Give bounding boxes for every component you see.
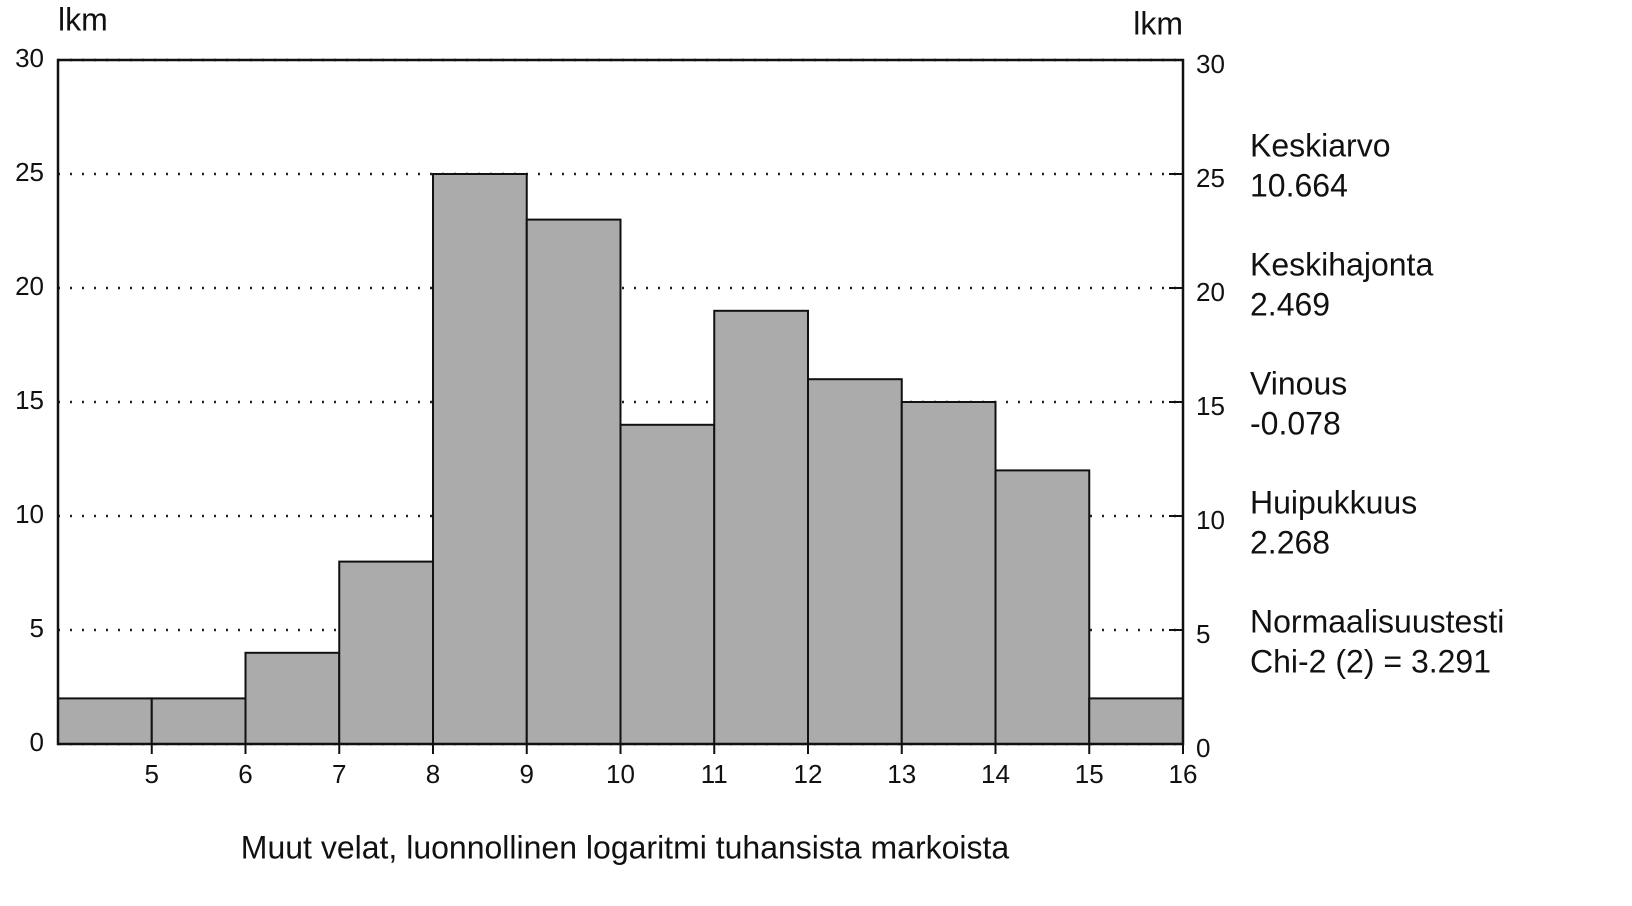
bar (1088, 697, 1184, 746)
y2-tick-label: 20 (1196, 277, 1225, 307)
x-tick-label: 12 (794, 759, 823, 789)
bar (244, 651, 341, 745)
x-tick-label: 6 (238, 759, 252, 789)
y2-tick-label: 5 (1196, 619, 1210, 649)
bar (619, 423, 716, 745)
x-tick-label: 5 (145, 759, 159, 789)
y-axis-label: lkm (58, 1, 108, 37)
y2-tick-label: 25 (1196, 163, 1225, 193)
y2-tick-label: 30 (1196, 49, 1225, 79)
x-tick-label: 7 (332, 759, 346, 789)
x-tick-label: 14 (981, 759, 1010, 789)
y-tick-label: 5 (30, 613, 44, 643)
y-tick-label: 25 (15, 157, 44, 187)
bar (525, 218, 622, 746)
annotation: 10.664 (1250, 167, 1348, 203)
annotation: Vinous (1250, 365, 1347, 401)
annotation: Normaalisuustesti (1250, 603, 1504, 639)
annotation: 2.469 (1250, 286, 1330, 322)
y-tick-label: 30 (15, 43, 44, 73)
y2-tick-label: 15 (1196, 391, 1225, 421)
bar (713, 309, 809, 745)
bar (994, 469, 1091, 745)
bar (432, 173, 528, 745)
annotation: Keskihajonta (1250, 246, 1433, 282)
x-tick-label: 11 (701, 759, 728, 789)
y-tick-label: 0 (30, 727, 44, 757)
y-tick-label: 15 (15, 385, 44, 415)
x-axis-label: Muut velat, luonnollinen logaritmi tuhan… (241, 829, 1010, 865)
x-tick-label: 16 (1169, 759, 1198, 789)
x-tick-label: 13 (887, 759, 916, 789)
x-tick-label: 9 (520, 759, 534, 789)
y-tick-label: 10 (15, 499, 44, 529)
y2-tick-label: 10 (1196, 505, 1225, 535)
annotation: Huipukkuus (1250, 484, 1417, 520)
bar (807, 378, 903, 745)
y2-tick-label: 0 (1196, 733, 1210, 763)
bar (338, 560, 434, 745)
x-tick-label: 15 (1075, 759, 1104, 789)
annotation: 2.268 (1250, 524, 1330, 560)
annotation: Chi-2 (2) = 3.291 (1250, 643, 1491, 679)
x-tick-label: 10 (606, 759, 635, 789)
bar (150, 697, 247, 746)
annotation: Keskiarvo (1250, 127, 1391, 163)
y-tick-label: 20 (15, 271, 44, 301)
bar (57, 697, 153, 746)
annotation: -0.078 (1250, 405, 1341, 441)
y2-axis-label: lkm (1133, 5, 1183, 41)
bar (900, 401, 997, 745)
x-tick-label: 8 (426, 759, 440, 789)
